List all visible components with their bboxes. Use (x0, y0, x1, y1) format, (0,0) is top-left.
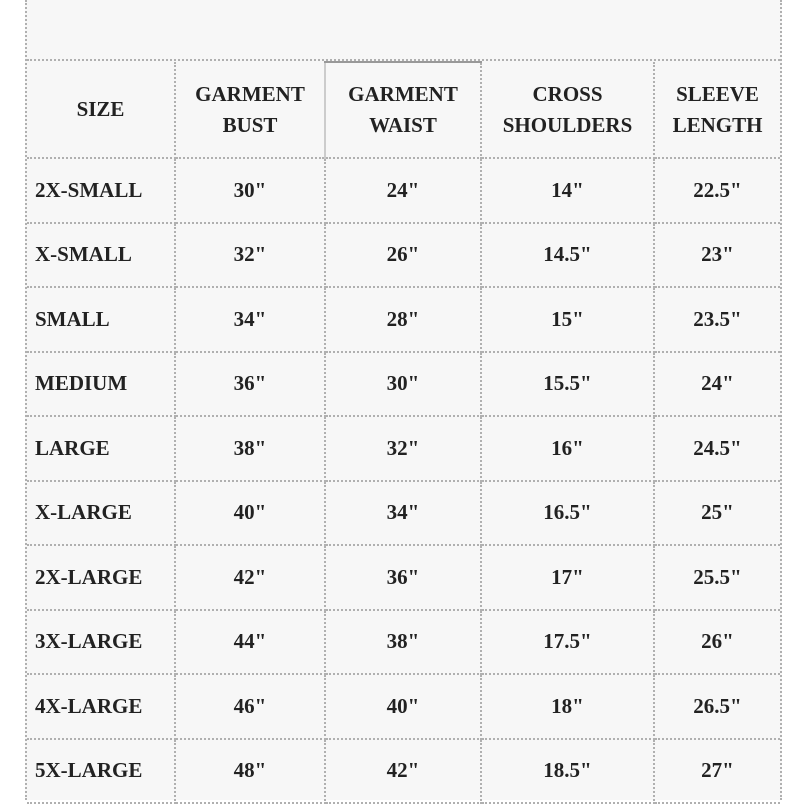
measurement-cell: 16.5" (480, 479, 655, 546)
header-text: GARMENT (195, 81, 305, 106)
measurement-cell: 24.5" (653, 415, 780, 482)
header-text: BUST (222, 112, 278, 137)
table-row: MEDIUM 36" 30" 15.5" 24" (27, 350, 780, 417)
measurement-cell: 25.5" (653, 544, 780, 611)
size-cell: 2X-SMALL (27, 157, 176, 224)
measurement-cell: 23.5" (653, 286, 780, 353)
measurement-cell: 26" (324, 221, 482, 288)
header-shoulders: CROSS SHOULDERS (480, 62, 655, 159)
measurement-cell: 40" (324, 673, 482, 740)
header-text: CROSS (532, 81, 603, 106)
measurement-cell: 34" (324, 479, 482, 546)
header-waist: GARMENT WAIST (324, 61, 482, 159)
measurement-cell: 17.5" (480, 608, 655, 675)
measurement-cell: 48" (174, 737, 326, 804)
table-row: LARGE 38" 32" 16" 24.5" (27, 415, 780, 482)
table-row: SMALL 34" 28" 15" 23.5" (27, 286, 780, 353)
measurement-cell: 34" (174, 286, 326, 353)
measurement-cell: 28" (324, 286, 482, 353)
size-cell: X-LARGE (27, 479, 176, 546)
header-bust: GARMENT BUST (174, 62, 326, 159)
measurement-cell: 32" (324, 415, 482, 482)
header-text: GARMENT (348, 82, 458, 106)
header-row: SIZE GARMENT BUST GARMENT WAIST CROSS SHOUL… (27, 61, 780, 159)
measurement-cell: 18.5" (480, 737, 655, 804)
measurement-cell: 46" (174, 673, 326, 740)
measurement-cell: 36" (174, 350, 326, 417)
measurement-cell: 23" (653, 221, 780, 288)
measurement-cell: 26" (653, 608, 780, 675)
table-row: X-LARGE 40" 34" 16.5" 25" (27, 479, 780, 546)
table-row: X-SMALL 32" 26" 14.5" 23" (27, 221, 780, 288)
measurement-cell: 32" (174, 221, 326, 288)
table-row: 2X-SMALL 30" 24" 14" 22.5" (27, 157, 780, 224)
measurement-cell: 17" (480, 544, 655, 611)
measurement-cell: 42" (174, 544, 326, 611)
measurement-cell: 38" (174, 415, 326, 482)
measurement-cell: 27" (653, 737, 780, 804)
table-row: 5X-LARGE 48" 42" 18.5" 27" (27, 737, 780, 804)
measurement-cell: 25" (653, 479, 780, 546)
table-row: 3X-LARGE 44" 38" 17.5" 26" (27, 608, 780, 675)
size-cell: SMALL (27, 286, 176, 353)
measurement-cell: 26.5" (653, 673, 780, 740)
measurement-cell: 30" (324, 350, 482, 417)
header-text: SLEEVE (676, 81, 759, 106)
measurement-cell: 24" (324, 157, 482, 224)
header-text: LENGTH (672, 112, 763, 137)
size-cell: MEDIUM (27, 350, 176, 417)
measurement-cell: 36" (324, 544, 482, 611)
measurement-cell: 14.5" (480, 221, 655, 288)
measurement-cell: 30" (174, 157, 326, 224)
size-cell: LARGE (27, 415, 176, 482)
header-sleeve: SLEEVE LENGTH (653, 62, 780, 159)
measurement-cell: 44" (174, 608, 326, 675)
size-chart: SIZE GARMENT BUST GARMENT WAIST CROSS SHOUL… (25, 0, 782, 804)
empty-header-row (27, 0, 780, 61)
measurement-cell: 24" (653, 350, 780, 417)
measurement-cell: 15.5" (480, 350, 655, 417)
size-cell: 2X-LARGE (27, 544, 176, 611)
measurement-cell: 16" (480, 415, 655, 482)
table-row: 4X-LARGE 46" 40" 18" 26.5" (27, 673, 780, 740)
header-text: WAIST (369, 113, 437, 137)
size-cell: 5X-LARGE (27, 737, 176, 804)
header-size: SIZE (27, 62, 176, 159)
header-text: SIZE (76, 97, 125, 121)
measurement-cell: 15" (480, 286, 655, 353)
table-row: 2X-LARGE 42" 36" 17" 25.5" (27, 544, 780, 611)
measurement-cell: 18" (480, 673, 655, 740)
measurement-cell: 40" (174, 479, 326, 546)
measurement-cell: 42" (324, 737, 482, 804)
measurement-cell: 22.5" (653, 157, 780, 224)
measurement-cell: 38" (324, 608, 482, 675)
size-cell: X-SMALL (27, 221, 176, 288)
size-table: SIZE GARMENT BUST GARMENT WAIST CROSS SHOUL… (27, 61, 780, 804)
header-text: SHOULDERS (502, 112, 633, 137)
size-cell: 4X-LARGE (27, 673, 176, 740)
measurement-cell: 14" (480, 157, 655, 224)
size-cell: 3X-LARGE (27, 608, 176, 675)
